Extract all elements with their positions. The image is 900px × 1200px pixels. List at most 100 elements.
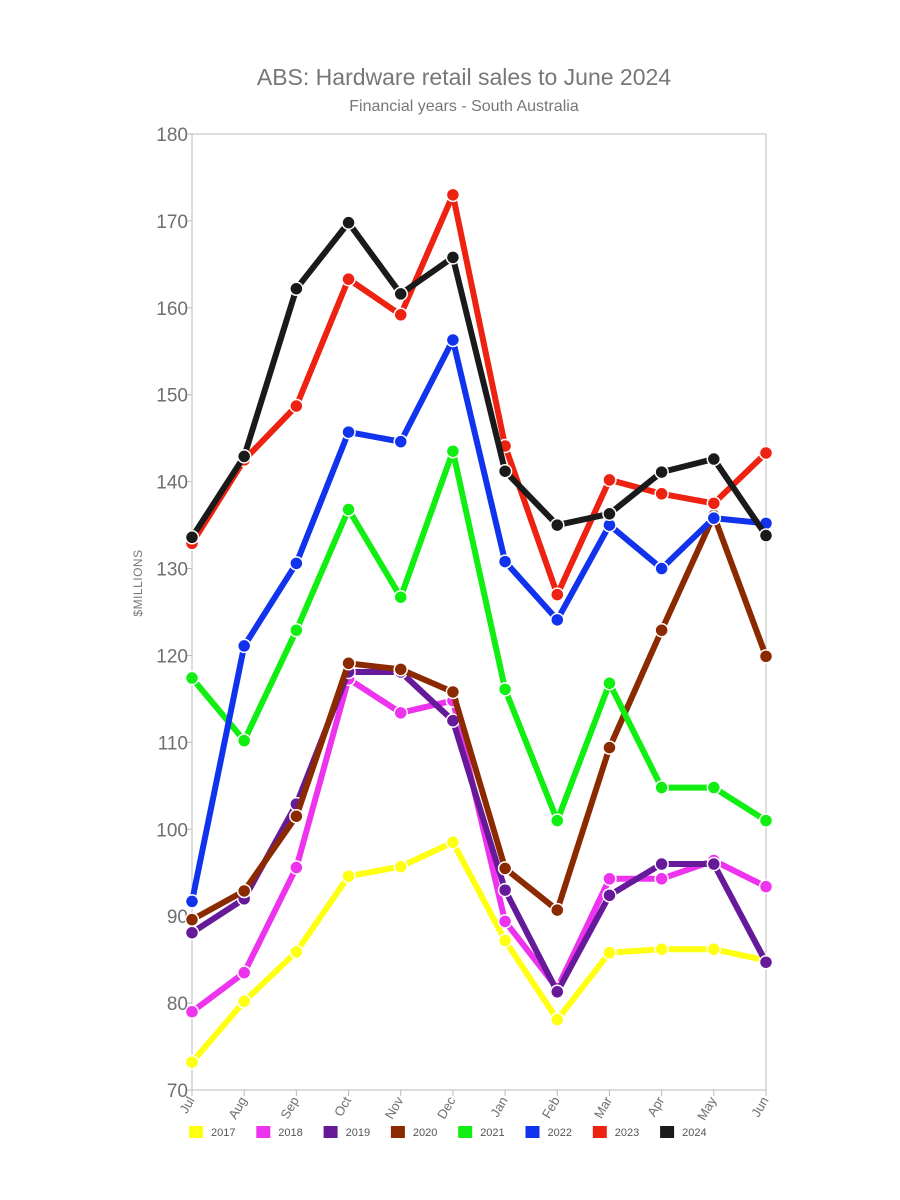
data-point — [184, 912, 200, 927]
data-point — [497, 682, 513, 697]
data-point — [497, 554, 513, 569]
x-tick-label: Aug — [225, 1094, 250, 1122]
legend-label: 2022 — [548, 1127, 572, 1139]
data-point — [706, 510, 722, 526]
data-point — [393, 859, 408, 874]
x-tick-label: Feb — [539, 1094, 563, 1121]
x-tick-label: Jul — [176, 1094, 197, 1116]
y-tick-label: 150 — [156, 386, 188, 407]
legend-swatch — [458, 1126, 473, 1138]
data-point — [341, 215, 356, 230]
chart-subtitle: Financial years - South Australia — [349, 98, 579, 115]
legend-label: 2024 — [682, 1127, 706, 1139]
data-point — [236, 449, 252, 464]
series-line — [189, 337, 769, 905]
data-point — [550, 612, 565, 628]
data-point — [706, 496, 722, 511]
legend-swatch — [525, 1126, 540, 1138]
data-point — [654, 623, 669, 638]
data-point — [184, 894, 200, 909]
x-tick-label: May — [694, 1094, 720, 1123]
data-point — [236, 883, 252, 899]
legend-item: 2022 — [525, 1126, 572, 1139]
y-tick-label: 160 — [156, 299, 188, 320]
data-point — [654, 871, 669, 887]
data-point — [706, 780, 722, 795]
series-2017 — [184, 835, 774, 1070]
x-tick-label: Nov — [382, 1094, 407, 1122]
data-point — [289, 556, 304, 571]
y-tick-label: 110 — [158, 733, 188, 754]
series-line — [189, 219, 769, 541]
data-point — [602, 871, 617, 887]
series-2021 — [184, 443, 774, 828]
y-tick-label: 140 — [156, 473, 188, 494]
data-point — [550, 984, 565, 1000]
data-point — [602, 945, 617, 960]
data-point — [706, 941, 722, 957]
data-point — [602, 676, 617, 691]
data-point — [289, 398, 304, 414]
data-point — [497, 933, 513, 948]
x-tick-label: Mar — [591, 1093, 616, 1120]
legend-item: 2017 — [189, 1126, 235, 1139]
data-point — [550, 517, 565, 533]
x-tick-label: Dec — [434, 1094, 459, 1122]
x-tick-label: Jan — [487, 1094, 510, 1120]
legend-item: 2024 — [660, 1126, 707, 1139]
data-point — [236, 994, 252, 1009]
data-point — [654, 856, 669, 872]
data-point — [654, 486, 669, 502]
data-point — [550, 813, 565, 828]
data-point — [758, 445, 774, 461]
legend-item: 2023 — [592, 1126, 639, 1139]
data-point — [184, 925, 200, 940]
y-tick-label: 120 — [156, 646, 188, 667]
data-point — [236, 965, 252, 980]
y-tick-label: 170 — [156, 212, 188, 233]
legend-swatch — [390, 1126, 405, 1138]
data-point — [184, 1004, 200, 1020]
y-tick-label: 130 — [156, 560, 188, 581]
legend-label: 2017 — [211, 1127, 235, 1139]
data-point — [706, 451, 722, 467]
x-tick-label: Jun — [748, 1094, 771, 1120]
data-point — [184, 1054, 200, 1070]
legend-swatch — [323, 1126, 338, 1138]
data-point — [654, 561, 669, 576]
data-point — [289, 944, 304, 960]
data-point — [393, 662, 408, 677]
data-point — [393, 589, 408, 605]
legend-item: 2021 — [458, 1126, 505, 1139]
data-point — [289, 623, 304, 638]
data-point — [758, 649, 774, 664]
data-point — [445, 684, 461, 700]
legend-label: 2020 — [413, 1127, 437, 1139]
data-point — [445, 443, 461, 459]
y-axis-label: $MILLIONS — [131, 549, 145, 616]
data-point — [341, 271, 356, 287]
data-point — [758, 879, 774, 894]
data-point — [497, 914, 513, 929]
data-point — [550, 587, 565, 602]
data-point — [184, 670, 200, 686]
legend-item: 2019 — [323, 1126, 370, 1139]
legend: 2017 2018 2019 2020 2021 2022 2023 2024 — [189, 1126, 707, 1139]
legend-swatch — [592, 1126, 607, 1138]
data-point — [236, 638, 252, 654]
data-point — [289, 860, 304, 875]
data-point — [497, 861, 513, 876]
data-point — [654, 780, 669, 795]
data-point — [445, 250, 461, 265]
y-tick-label: 70 — [167, 1081, 188, 1102]
x-tick-label: Oct — [331, 1094, 354, 1119]
legend-item: 2020 — [390, 1126, 437, 1139]
data-point — [758, 528, 774, 543]
data-point — [393, 286, 408, 302]
series-line — [189, 448, 769, 824]
x-tick-label: Apr — [644, 1093, 667, 1119]
series-layer — [184, 187, 774, 1070]
data-point — [602, 506, 617, 522]
data-point — [758, 954, 774, 970]
data-point — [184, 530, 200, 545]
